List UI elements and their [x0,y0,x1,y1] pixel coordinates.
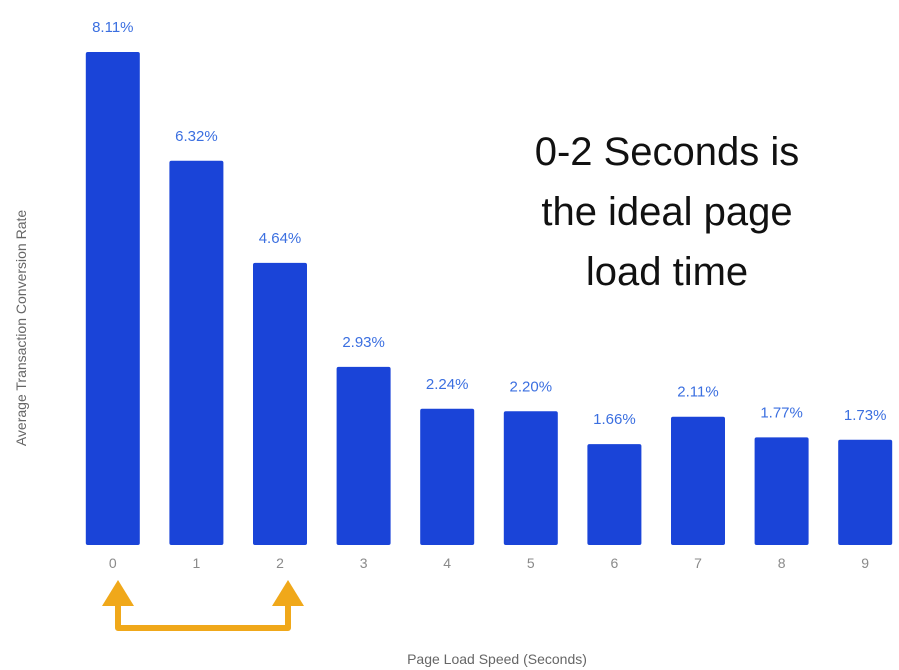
bar-4 [420,408,475,545]
bars-group [85,52,893,546]
y-axis-title: Average Transaction Conversion Rate [13,210,29,447]
x-tick-3: 3 [360,555,368,571]
value-label-5: 2.20% [510,378,553,395]
annotation-text: 0-2 Seconds is the ideal page load time [535,130,800,294]
value-label-0: 8.11% [92,19,133,36]
bar-5 [503,411,558,545]
x-tick-0: 0 [109,555,117,571]
x-tick-5: 5 [527,555,535,571]
arrow-head-left [102,580,134,606]
annotation-line-2: the ideal page [541,190,792,234]
value-label-9: 1.73% [844,407,887,424]
value-label-3: 2.93% [342,334,385,351]
bar-6 [587,444,642,545]
bar-2 [253,262,307,545]
bar-0 [85,52,140,545]
value-label-7: 2.11% [677,384,718,401]
x-tick-2: 2 [276,555,284,571]
value-labels-group: 8.11% 6.32% 4.64% 2.93% 2.24% 2.20% 1.66% 2.11%… [92,19,886,428]
x-axis-title: Page Load Speed (Seconds) [407,651,587,667]
x-tick-8: 8 [778,555,786,571]
bar-7 [671,416,725,545]
value-label-4: 2.24% [426,376,469,393]
x-tick-4: 4 [443,555,451,571]
x-tick-9: 9 [861,555,869,571]
bar-8 [754,437,809,545]
x-tick-6: 6 [611,555,619,571]
x-tick-labels-group: 0 1 2 3 4 5 6 7 8 9 [109,555,869,571]
bracket-arrow [102,580,304,631]
arrow-head-right [272,580,304,606]
bracket-arrow-line [115,606,291,631]
bar-1 [169,160,224,546]
bar-3 [336,366,391,545]
x-tick-1: 1 [193,555,201,571]
value-label-6: 1.66% [593,411,636,428]
bar-9 [838,439,893,545]
x-tick-7: 7 [694,555,702,571]
value-label-1: 6.32% [175,128,218,145]
annotation-line-1: 0-2 Seconds is [535,130,800,174]
value-label-8: 1.77% [760,404,803,421]
annotation-line-3: load time [586,250,748,294]
value-label-2: 4.64% [259,230,302,247]
